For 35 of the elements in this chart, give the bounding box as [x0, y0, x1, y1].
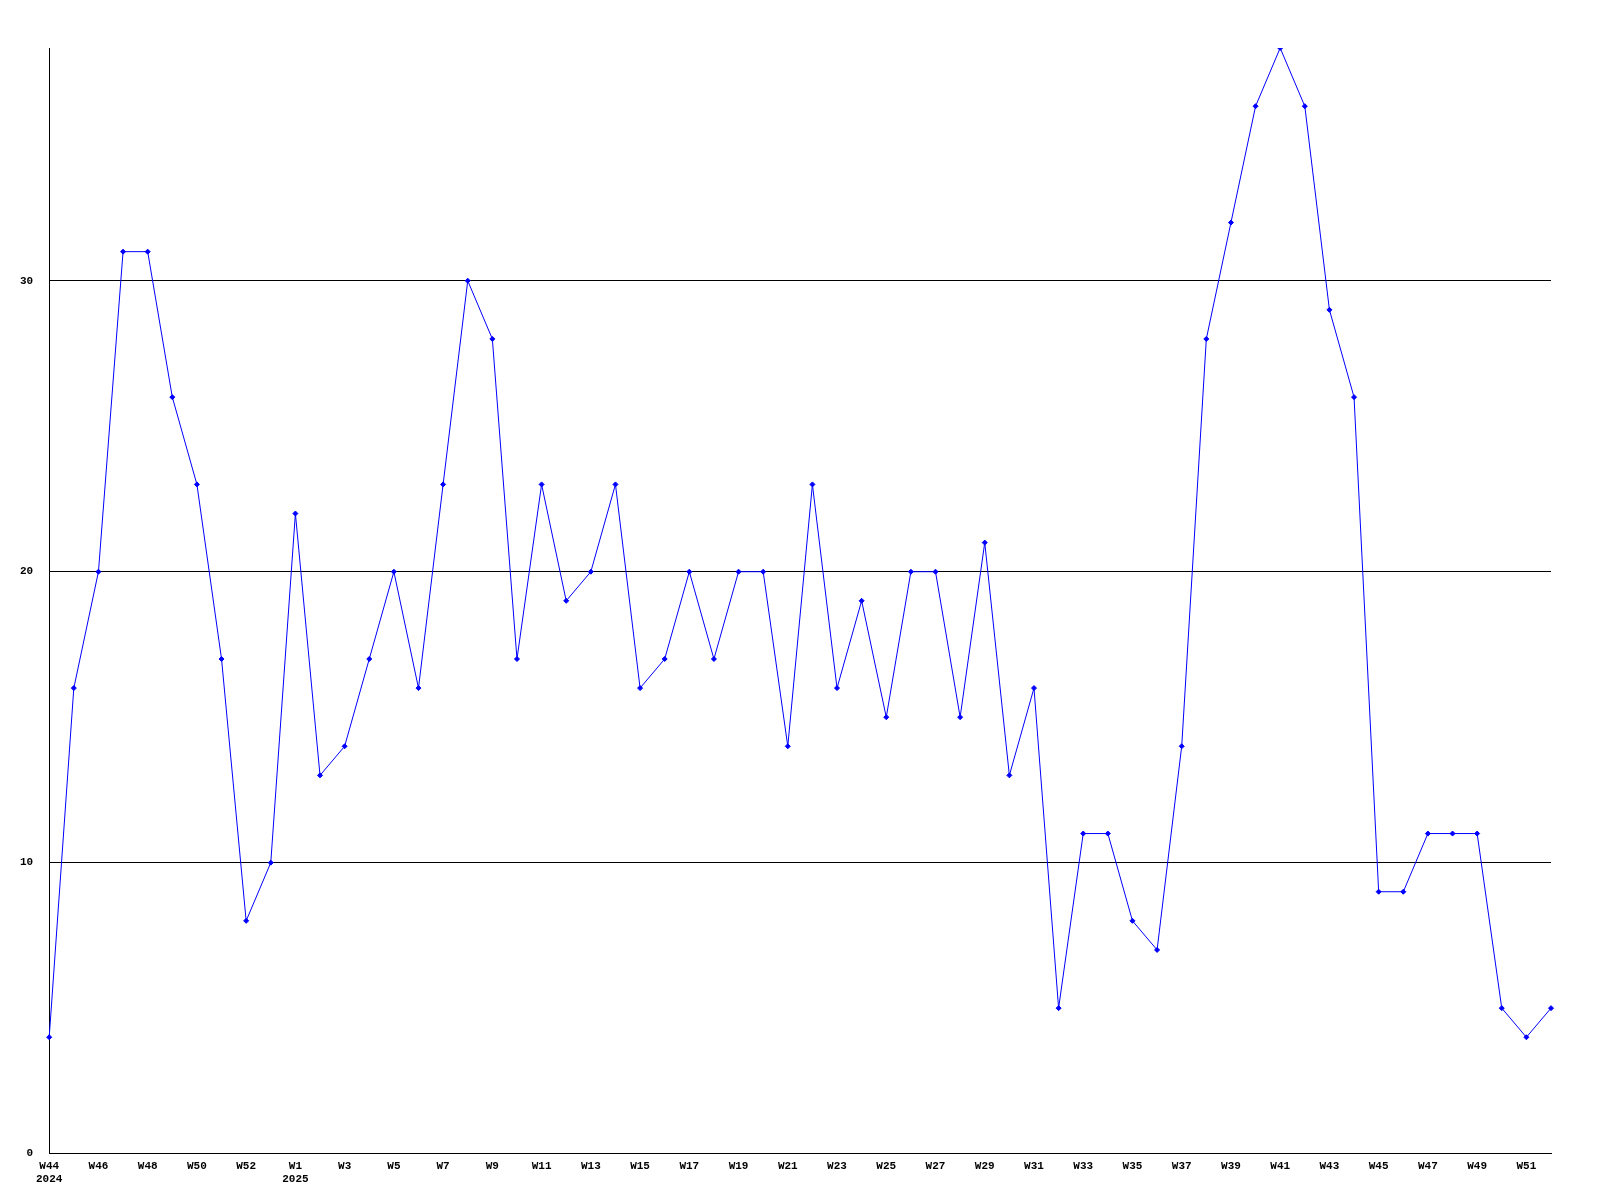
- x-tick-label: W21: [777, 1159, 799, 1172]
- x-tick-label: W52: [236, 1159, 257, 1172]
- x-tick-label: W33: [1073, 1159, 1094, 1172]
- x-tick-label: W17: [679, 1159, 700, 1172]
- y-tick-label: 0: [26, 1147, 34, 1160]
- x-tick-label: W23: [827, 1159, 848, 1172]
- x-tick-label: W7: [436, 1159, 450, 1172]
- x-tick-label: W5: [387, 1159, 401, 1172]
- x-tick-label: W3: [338, 1159, 352, 1172]
- x-tick-label: W25: [876, 1159, 897, 1172]
- y-tick-label: 20: [20, 565, 34, 578]
- x-tick-label: W39: [1221, 1159, 1241, 1172]
- x-tick-label: W11: [531, 1159, 552, 1172]
- x-tick-label: W51: [1516, 1159, 1537, 1172]
- x-tick-label: W50: [187, 1159, 207, 1172]
- x-tick-label: W1 2025: [282, 1159, 309, 1186]
- x-tick-label: W29: [974, 1159, 995, 1172]
- x-tick-label: W19: [728, 1159, 749, 1172]
- x-tick-label: W9: [485, 1159, 499, 1172]
- y-tick-label: 30: [20, 274, 34, 287]
- x-tick-label: W41: [1270, 1159, 1291, 1172]
- x-tick-label: W31: [1024, 1159, 1045, 1172]
- x-tick-label: W27: [925, 1159, 946, 1172]
- x-tick-label: W44 2024: [36, 1159, 63, 1186]
- x-tick-label: W46: [88, 1159, 109, 1172]
- x-tick-label: W13: [580, 1159, 602, 1172]
- y-tick-label: 10: [20, 856, 34, 869]
- x-tick-label: W35: [1122, 1159, 1143, 1172]
- x-tick-label: W47: [1418, 1159, 1438, 1172]
- x-tick-label: W43: [1319, 1159, 1340, 1172]
- x-tick-label: W15: [630, 1159, 651, 1172]
- x-tick-label: W45: [1368, 1159, 1389, 1172]
- x-tick-label: W37: [1171, 1159, 1192, 1172]
- x-tick-label: W49: [1467, 1159, 1488, 1172]
- x-tick-label: W48: [137, 1159, 158, 1172]
